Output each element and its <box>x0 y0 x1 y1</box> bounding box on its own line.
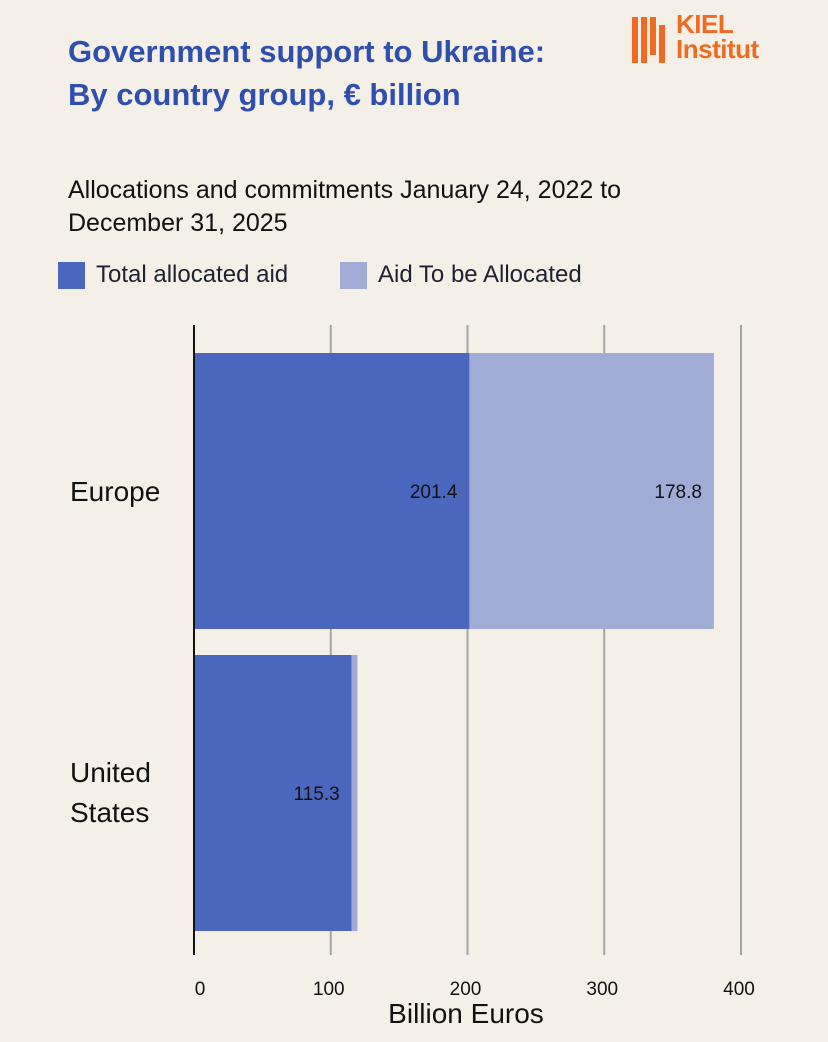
bar-united-states-series-1 <box>351 655 358 931</box>
bar-united-states-series-0 <box>194 655 352 931</box>
x-axis-title: Billion Euros <box>388 998 544 1029</box>
kiel-logo-text: KIEL Institut <box>676 9 759 64</box>
x-tick-label-400: 400 <box>723 979 755 1000</box>
legend-swatch-allocated <box>58 262 85 289</box>
legend-label-allocated: Total allocated aid <box>96 261 289 288</box>
kiel-logo-bars-icon <box>632 17 665 63</box>
legend-label-to-be-allocated: Aid To be Allocated <box>378 261 582 288</box>
bar-europe-series-1 <box>469 353 714 629</box>
x-tick-label-0: 0 <box>195 979 206 1000</box>
logo-line2: Institut <box>676 34 759 64</box>
logo-line1: KIEL <box>676 9 734 39</box>
legend-swatch-to-be-allocated <box>340 262 367 289</box>
data-label-united-states-series-0: 115.3 <box>294 784 340 805</box>
x-tick-label-200: 200 <box>450 979 482 1000</box>
category-label-united-states: United States <box>70 757 151 828</box>
data-label-europe-series-0: 201.4 <box>410 482 458 503</box>
chart-title: Government support to Ukraine: By countr… <box>68 34 546 112</box>
data-label-europe-series-1: 178.8 <box>654 482 702 503</box>
chart-subtitle: Allocations and commitments January 24, … <box>68 176 622 237</box>
kiel-institut-logo: KIEL Institut <box>632 9 782 68</box>
x-tick-label-100: 100 <box>313 979 345 1000</box>
category-label-europe: Europe <box>70 476 160 507</box>
x-tick-label-300: 300 <box>586 979 618 1000</box>
bar-europe-series-0 <box>194 353 470 629</box>
